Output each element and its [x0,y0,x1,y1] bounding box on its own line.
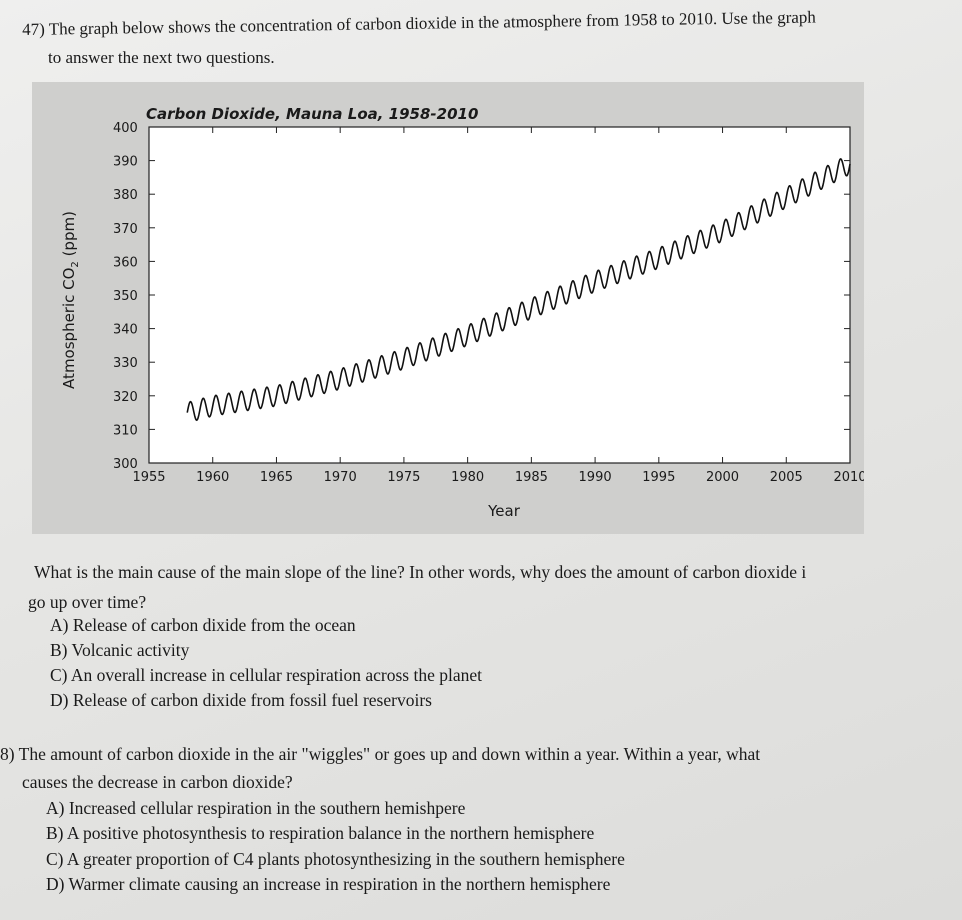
x-tick-label: 2000 [706,470,739,485]
y-tick-label: 350 [113,289,138,304]
x-tick-label: 1990 [579,470,612,485]
answer-option-d[interactable]: D) Release of carbon dixide from fossil … [50,690,432,710]
y-tick-label: 310 [113,423,138,438]
co2-series-line [186,158,851,422]
y-tick-label: 380 [113,188,138,203]
answer-option-a[interactable]: A) Release of carbon dixide from the oce… [50,615,356,635]
chart-title: Carbon Dioxide, Mauna Loa, 1958-2010 [146,105,478,123]
x-tick-label: 1955 [132,470,165,485]
x-tick-label: 1985 [515,470,548,485]
y-tick-label: 390 [113,155,138,170]
y-axis-label: Atmospheric CO2 (ppm) [60,211,81,389]
answer-option-b[interactable]: B) Volcanic activity [50,640,190,660]
co2-chart-svg: Carbon Dioxide, Mauna Loa, 1958-2010 300… [60,105,864,520]
y-tick-label: 300 [113,457,138,472]
answer-option-c[interactable]: C) An overall increase in cellular respi… [50,665,482,685]
x-tick-label: 1975 [387,470,420,485]
plot-area [148,126,851,464]
y-axis: 300 310 320 330 340 350 360 370 380 390 400 [113,121,850,472]
x-tick-label: 1960 [196,470,229,485]
answer-option-a[interactable]: A) Increased cellular respiration in the… [46,798,466,818]
question-stem-line1: What is the main cause of the main slope… [34,562,807,582]
y-tick-label: 330 [113,356,138,371]
y-tick-label: 400 [113,121,138,136]
answer-option-c[interactable]: C) A greater proportion of C4 plants pho… [46,849,625,869]
question-stem-line2: causes the decrease in carbon dioxide? [22,772,293,792]
y-tick-label: 360 [113,255,138,270]
x-tick-label: 1965 [260,470,293,485]
x-tick-label: 2005 [770,470,803,485]
question-stem-line2: go up over time? [28,592,147,612]
co2-chart: Carbon Dioxide, Mauna Loa, 1958-2010 300… [32,82,864,534]
question-47-intro-line1: 47) The graph below shows the concentrat… [22,7,816,39]
y-tick-label: 340 [113,323,138,338]
x-tick-label: 1995 [642,470,675,485]
x-tick-label: 1980 [451,470,484,485]
x-axis-label: Year [487,502,521,520]
x-tick-label: 1970 [324,470,357,485]
x-tick-label: 2010 [833,470,864,485]
y-tick-label: 370 [113,222,138,237]
question-47-intro-line2: to answer the next two questions. [48,48,275,67]
answer-option-b[interactable]: B) A positive photosynthesis to respirat… [46,823,595,843]
question-stem-line1: 8) The amount of carbon dioxide in the a… [0,744,761,764]
x-axis: 1955 1960 1965 1970 1975 1980 1985 1990 1995 2000… [132,127,864,485]
y-tick-label: 320 [113,390,138,405]
answer-option-d[interactable]: D) Warmer climate causing an increase in… [46,874,611,894]
